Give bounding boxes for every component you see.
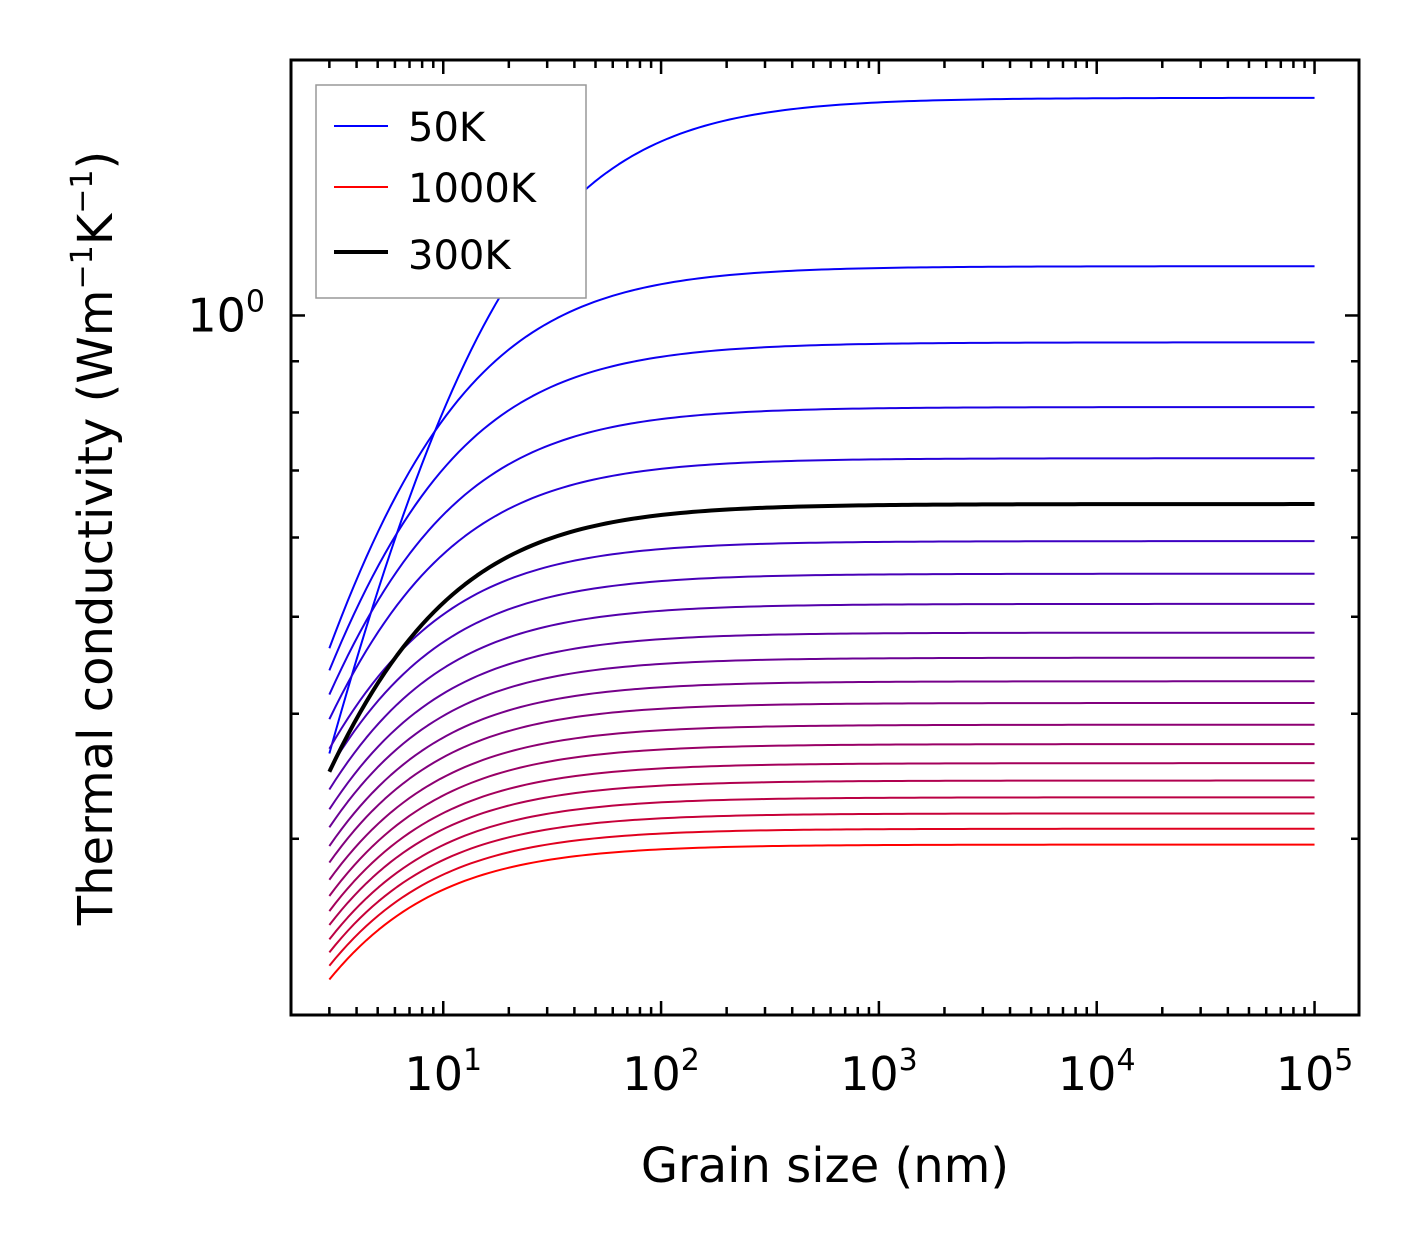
x-tick-label: 101: [404, 1043, 482, 1101]
x-tick-label-base: 10: [1058, 1047, 1117, 1101]
x-tick-label-base: 10: [622, 1047, 681, 1101]
series-line-950k: [328, 812, 1315, 954]
y-tick-label: 100: [187, 284, 265, 342]
series-line-900k: [328, 796, 1315, 941]
x-tick-label-exponent: 2: [681, 1043, 700, 1078]
series-line-800k: [328, 762, 1315, 912]
series-line-50k: [328, 96, 1315, 754]
series-line-450k: [328, 602, 1315, 791]
series-line-100k: [328, 265, 1315, 649]
legend-label-300k: 300K: [408, 233, 512, 279]
series-line-200k: [328, 406, 1315, 696]
series-line-350k: [328, 540, 1315, 750]
x-axis-title: Grain size (nm): [641, 1138, 1009, 1194]
series-line-700k: [328, 723, 1315, 881]
y-tick-label-base: 10: [187, 288, 246, 342]
x-tick-label-exponent: 4: [1116, 1043, 1135, 1078]
x-tick-label-base: 10: [840, 1047, 899, 1101]
x-tick-label-base: 10: [404, 1047, 463, 1101]
y-tick-label-exponent: 0: [246, 284, 265, 319]
series-line-975k: [328, 827, 1315, 967]
legend-frame: [315, 84, 587, 299]
x-tick-label-base: 10: [1276, 1047, 1335, 1101]
series-line-250k: [328, 457, 1315, 720]
series-line-650k: [328, 702, 1315, 864]
x-tick-label-exponent: 1: [463, 1043, 482, 1078]
legend: 50K 1000K 300K: [315, 84, 587, 299]
series-line-750k: [328, 743, 1315, 897]
x-tick-label: 102: [622, 1043, 700, 1101]
series-layer: [327, 96, 1315, 981]
y-axis-title: Thermal conductivity (Wm−1K−1): [65, 151, 124, 926]
x-tick-label: 105: [1276, 1043, 1354, 1101]
series-line-300k: [327, 502, 1315, 773]
series-line-850k: [328, 779, 1315, 926]
x-tick-label: 103: [840, 1043, 918, 1101]
series-line-550k: [328, 656, 1315, 828]
series-line-1000k: [328, 843, 1315, 981]
x-tick-label-exponent: 5: [1334, 1043, 1353, 1078]
x-tick-label-exponent: 3: [899, 1043, 918, 1078]
legend-label-1000k: 1000K: [408, 166, 538, 212]
legend-label-50k: 50K: [408, 105, 487, 151]
y-tick-labels: 100: [187, 284, 265, 342]
series-line-400k: [328, 572, 1315, 770]
x-tick-labels: 101 102 103 104 105: [404, 1043, 1353, 1101]
x-tick-label: 104: [1058, 1043, 1136, 1101]
series-line-600k: [328, 680, 1315, 847]
series-line-150k: [328, 341, 1315, 671]
plot-frame: [289, 58, 1361, 1017]
series-line-500k: [328, 631, 1315, 810]
